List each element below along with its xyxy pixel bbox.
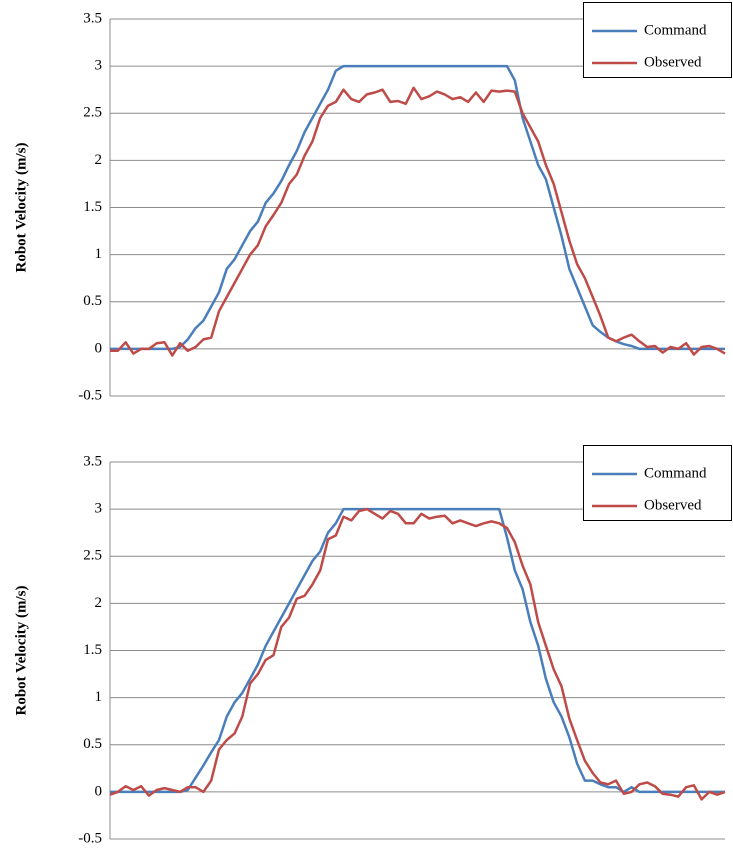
- y-tick-label: 3: [95, 58, 103, 74]
- y-tick-label: 0.5: [83, 293, 102, 309]
- series-line: [110, 86, 726, 357]
- y-tick-label: 2: [95, 152, 103, 168]
- y-tick-label: 1: [95, 689, 103, 705]
- y-axis-label: Robot Velocity (m/s): [13, 586, 29, 716]
- y-tick-label: 1: [95, 246, 103, 262]
- series-line: [110, 64, 725, 351]
- legend-label: Observed: [644, 54, 702, 70]
- y-tick-label: 2.5: [83, 105, 102, 121]
- legend-label: Command: [644, 22, 707, 38]
- y-tick-label: 3.5: [83, 453, 102, 469]
- y-tick-label: 3: [95, 501, 103, 517]
- legend-label: Observed: [644, 497, 702, 513]
- y-tick-label: 2.5: [83, 548, 102, 564]
- y-tick-label: -0.5: [78, 830, 102, 846]
- y-tick-label: 1.5: [83, 199, 102, 215]
- legend-label: Command: [644, 465, 707, 481]
- legend: Command Observed: [583, 445, 732, 521]
- legend: Command Observed: [583, 2, 732, 78]
- y-axis-label: Robot Velocity (m/s): [13, 143, 29, 273]
- series-line: [109, 507, 726, 801]
- y-tick-label: 0: [95, 340, 103, 356]
- y-tick-label: 3.5: [83, 10, 102, 26]
- y-tick-label: -0.5: [78, 387, 102, 403]
- y-tick-label: 2: [95, 595, 103, 611]
- legend-box: [583, 2, 732, 78]
- y-tick-label: 0: [95, 783, 103, 799]
- y-tick-label: 0.5: [83, 736, 102, 752]
- y-tick-label: 1.5: [83, 642, 102, 658]
- legend-box: [583, 445, 732, 521]
